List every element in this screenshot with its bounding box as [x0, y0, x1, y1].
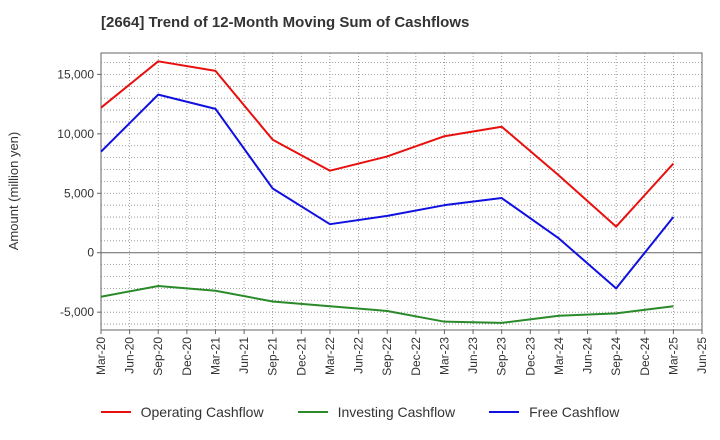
y-tick-label: 0: [87, 246, 94, 260]
legend-item-free: Free Cashflow: [489, 404, 619, 420]
x-tick-label: Jun-23: [466, 337, 480, 374]
x-tick-label: Jun-22: [352, 337, 366, 374]
tick-labels: -5,000 0 5,000 10,000 15,000 Mar-20 Jun-20 Sep-…: [57, 67, 709, 375]
x-tick-label: Jun-25: [695, 337, 709, 374]
x-tick-label: Mar-24: [552, 337, 566, 375]
x-tick-label: Sep-21: [266, 337, 280, 376]
legend-label: Investing Cashflow: [337, 404, 456, 420]
y-tick-label: 10,000: [57, 127, 94, 141]
legend-label: Free Cashflow: [529, 404, 620, 420]
plot-frame: [100, 52, 703, 331]
chart-title: [2664] Trend of 12-Month Moving Sum of C…: [101, 14, 470, 31]
x-tick-label: Mar-22: [323, 337, 337, 375]
x-tick-label: Mar-20: [94, 337, 108, 375]
x-tick-label: Sep-23: [495, 337, 509, 376]
x-tick-label: Dec-20: [180, 337, 194, 376]
x-tick-label: Dec-21: [294, 337, 308, 376]
legend-label: Operating Cashflow: [140, 404, 264, 420]
x-tick-label: Jun-21: [237, 337, 251, 374]
x-tick-label: Jun-20: [123, 337, 137, 374]
x-tick-label: Dec-24: [638, 337, 652, 376]
x-tick-label: Dec-22: [409, 337, 423, 376]
x-tick-label: Sep-20: [151, 337, 165, 376]
x-tick-label: Dec-23: [523, 337, 537, 376]
legend-swatch: [100, 411, 131, 413]
x-tick-label: Sep-24: [609, 337, 623, 376]
x-tick-label: Mar-25: [666, 337, 680, 375]
legend-swatch: [489, 411, 520, 413]
legend: Operating Cashflow Investing Cashflow Fr…: [0, 404, 720, 420]
x-tick-label: Sep-22: [380, 337, 394, 376]
grid: [100, 53, 703, 330]
legend-item-investing: Investing Cashflow: [297, 404, 456, 420]
x-tick-label: Mar-23: [437, 337, 451, 375]
legend-swatch: [297, 411, 328, 413]
y-axis-label: Amount (million yen): [6, 132, 21, 251]
x-tick-label: Jun-24: [581, 337, 595, 374]
y-tick-label: 5,000: [64, 186, 94, 200]
series-lines: [100, 60, 675, 324]
y-tick-label: -5,000: [60, 305, 94, 319]
legend-item-operating: Operating Cashflow: [100, 404, 264, 420]
x-tick-label: Mar-21: [208, 337, 222, 375]
axes: [97, 52, 703, 334]
y-tick-label: 15,000: [57, 67, 94, 81]
